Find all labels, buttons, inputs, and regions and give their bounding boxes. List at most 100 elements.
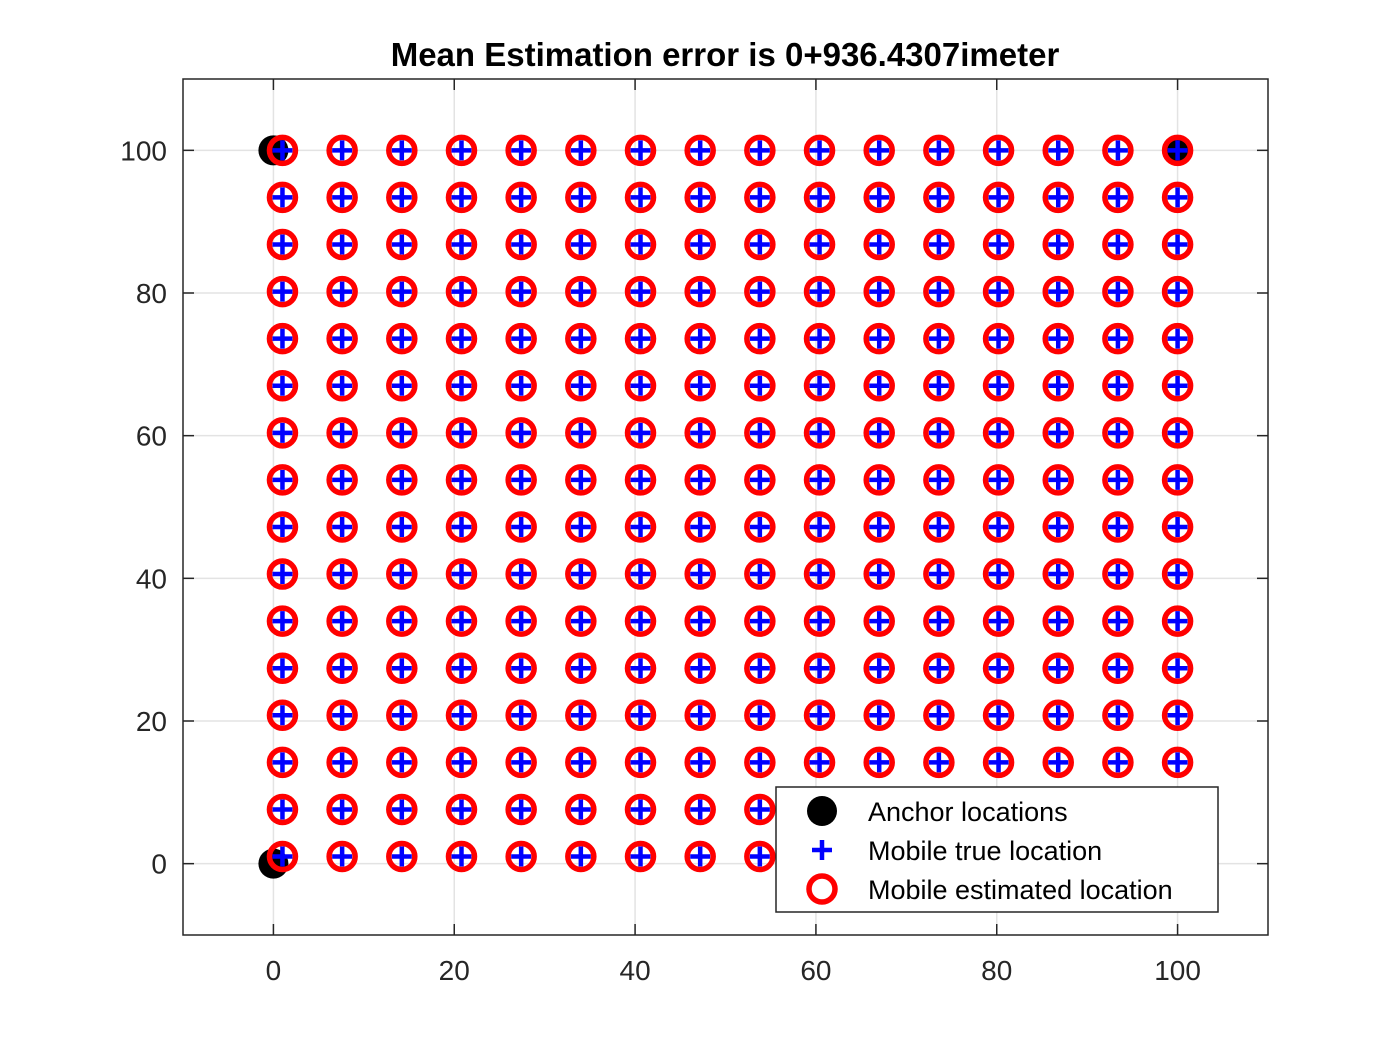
estimated-location-point bbox=[982, 228, 1015, 261]
estimated-location-point bbox=[266, 228, 299, 261]
true-location-point bbox=[1167, 705, 1188, 726]
estimated-location-point bbox=[1161, 699, 1194, 732]
true-location-point bbox=[391, 705, 412, 726]
true-location-point bbox=[332, 234, 353, 255]
estimated-location-point bbox=[505, 699, 537, 732]
estimated-location-point bbox=[1102, 369, 1134, 402]
true-location-point bbox=[690, 564, 711, 585]
true-location-point bbox=[332, 658, 353, 679]
true-location-point bbox=[809, 140, 830, 161]
true-location-point bbox=[511, 469, 532, 490]
true-location-point bbox=[511, 281, 532, 302]
estimated-location-point bbox=[565, 464, 597, 496]
true-location-point bbox=[749, 469, 770, 490]
true-location-point bbox=[630, 611, 651, 632]
estimated-location-point bbox=[445, 322, 478, 355]
estimated-location-point bbox=[326, 746, 358, 779]
true-location-point bbox=[391, 281, 412, 302]
true-location-point bbox=[690, 658, 711, 679]
estimated-location-point bbox=[803, 322, 836, 355]
estimated-location-point bbox=[803, 558, 836, 590]
estimated-location-point bbox=[266, 275, 299, 308]
true-location-point bbox=[511, 611, 532, 632]
estimated-location-point bbox=[1102, 322, 1134, 355]
true-location-point bbox=[511, 187, 532, 208]
estimated-location-point bbox=[326, 652, 358, 684]
true-location-point bbox=[749, 564, 770, 585]
estimated-location-point bbox=[1102, 464, 1134, 496]
estimated-location-point bbox=[565, 605, 597, 637]
true-location-point bbox=[630, 234, 651, 255]
estimated-location-point bbox=[445, 746, 478, 779]
x-tick-label: 40 bbox=[620, 955, 651, 986]
estimated-location-point bbox=[684, 228, 716, 261]
estimated-location-point bbox=[1161, 511, 1194, 543]
true-location-point bbox=[869, 375, 890, 396]
true-location-point bbox=[1107, 611, 1128, 632]
true-location-point bbox=[332, 328, 353, 349]
true-location-point bbox=[570, 564, 591, 585]
estimated-location-point bbox=[803, 464, 836, 496]
estimated-location-point bbox=[923, 699, 955, 732]
true-location-point bbox=[690, 799, 711, 820]
true-location-point bbox=[988, 611, 1009, 632]
true-location-point bbox=[1107, 516, 1128, 537]
true-location-point bbox=[928, 422, 949, 443]
true-location-point bbox=[630, 469, 651, 490]
estimated-location-point bbox=[1161, 275, 1194, 308]
estimated-location-point bbox=[863, 417, 895, 449]
legend-label: Mobile true location bbox=[868, 836, 1102, 866]
estimated-location-point bbox=[744, 417, 776, 449]
true-location-point bbox=[391, 187, 412, 208]
true-location-point bbox=[391, 422, 412, 443]
true-location-point bbox=[1167, 564, 1188, 585]
estimated-location-point bbox=[1042, 134, 1074, 167]
true-location-point bbox=[1167, 234, 1188, 255]
true-location-point bbox=[869, 281, 890, 302]
true-location-point bbox=[869, 234, 890, 255]
true-location-point bbox=[869, 752, 890, 773]
legend-estimated-marker bbox=[806, 873, 838, 905]
estimated-location-point bbox=[803, 605, 836, 637]
estimated-location-point bbox=[266, 793, 299, 826]
estimated-location-point bbox=[923, 134, 955, 167]
y-tick-label: 60 bbox=[136, 421, 167, 452]
estimated-location-point bbox=[923, 417, 955, 449]
estimated-location-point bbox=[982, 605, 1015, 637]
true-location-point bbox=[809, 752, 830, 773]
estimated-location-point bbox=[803, 228, 836, 261]
true-location-point bbox=[690, 705, 711, 726]
estimated-location-point bbox=[1042, 699, 1074, 732]
true-location-point bbox=[749, 658, 770, 679]
estimated-location-point bbox=[982, 558, 1015, 590]
estimated-location-point bbox=[445, 652, 478, 684]
estimated-location-point bbox=[624, 275, 657, 308]
estimated-location-point bbox=[445, 840, 478, 873]
true-location-point bbox=[1107, 234, 1128, 255]
true-location-point bbox=[630, 658, 651, 679]
true-location-point bbox=[1048, 422, 1069, 443]
y-tick-label: 20 bbox=[136, 706, 167, 737]
true-location-point bbox=[332, 611, 353, 632]
estimated-location-point bbox=[744, 228, 776, 261]
estimated-location-point bbox=[744, 746, 776, 779]
estimated-location-point bbox=[505, 511, 537, 543]
estimated-location-point bbox=[266, 558, 299, 590]
x-tick-label: 60 bbox=[800, 955, 831, 986]
true-location-point bbox=[391, 752, 412, 773]
true-location-point bbox=[391, 234, 412, 255]
estimated-location-point bbox=[565, 228, 597, 261]
true-location-point bbox=[1048, 752, 1069, 773]
true-location-point bbox=[391, 564, 412, 585]
estimated-location-point bbox=[266, 746, 299, 779]
estimated-location-point bbox=[684, 605, 716, 637]
estimated-location-point bbox=[565, 275, 597, 308]
estimated-location-point bbox=[923, 605, 955, 637]
true-location-point bbox=[928, 516, 949, 537]
true-location-point bbox=[332, 846, 353, 867]
true-location-point bbox=[1107, 281, 1128, 302]
true-location-point bbox=[630, 752, 651, 773]
estimated-location-point bbox=[863, 558, 895, 590]
estimated-location-point bbox=[1102, 134, 1134, 167]
x-tick-label: 80 bbox=[981, 955, 1012, 986]
